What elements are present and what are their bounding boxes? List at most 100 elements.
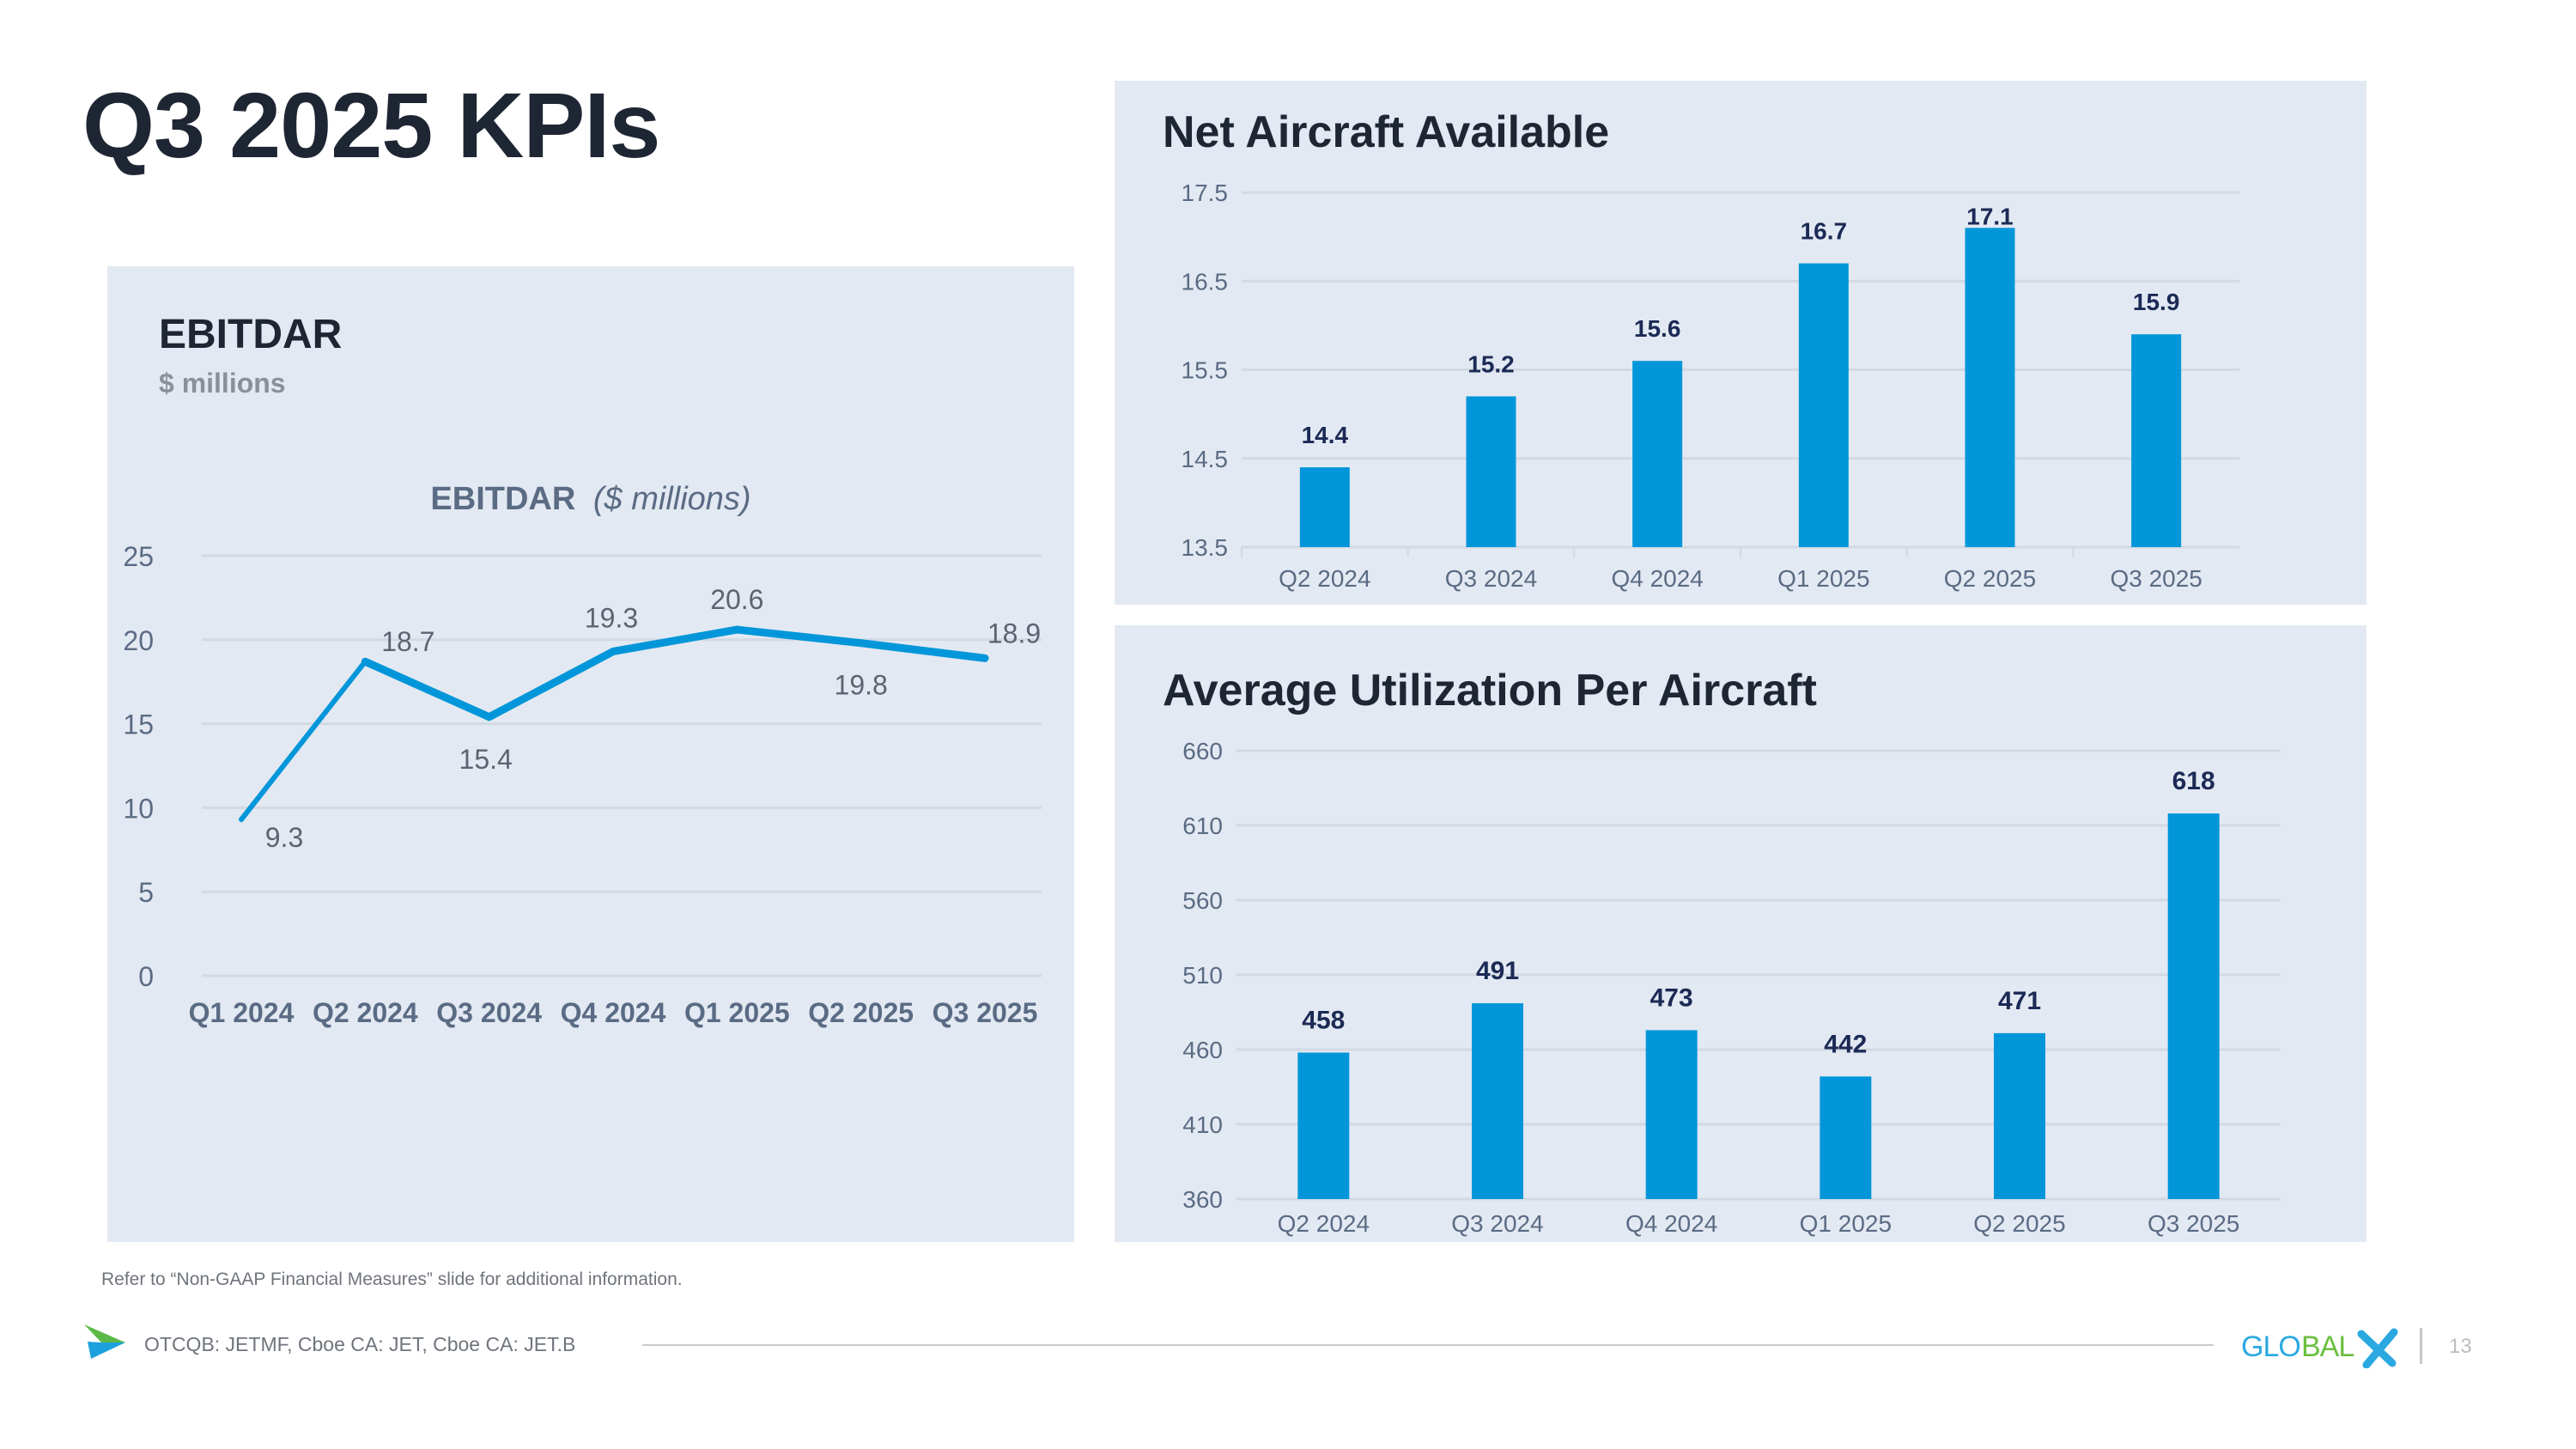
ebitdar-data-point: [612, 650, 614, 653]
globalx-logo-bal: BAL: [2301, 1330, 2354, 1363]
util-x-tick-label: Q1 2025: [1800, 1210, 1892, 1237]
ebitdar-x-tick-label: Q2 2025: [808, 997, 914, 1028]
util-bar: [1645, 1030, 1698, 1199]
company-arrow-logo-icon: [84, 1324, 125, 1359]
util-y-tick-label: 560: [1182, 887, 1223, 914]
ebitdar-data-point: [984, 657, 986, 660]
net-y-tick-label: 14.5: [1182, 446, 1229, 472]
net-x-tick-label: Q3 2024: [1445, 565, 1537, 592]
page-number: 13: [2449, 1335, 2472, 1358]
net-bar-value-label: 16.7: [1801, 218, 1848, 245]
util-y-tick-label: 660: [1182, 738, 1223, 764]
ebitdar-panel-subtitle: $ millions: [159, 368, 286, 399]
util-bar-value-label: 618: [2172, 767, 2215, 795]
ebitdar-data-point: [860, 642, 862, 644]
ebitdar-data-label: 18.9: [987, 618, 1041, 648]
util-bar-value-label: 471: [1998, 987, 2041, 1015]
utilization-bar-chart: 360 410 460 510 560 610 660 Q2 2024 Q3 2024 Q4 20…: [1182, 738, 2281, 1237]
net-bar-value-label: 15.6: [1634, 315, 1681, 342]
ebitdar-data-point: [364, 661, 367, 663]
ebitdar-line-segment: [485, 647, 617, 721]
ebitdar-y-tick-label: 5: [138, 877, 154, 908]
page-title: Q3 2025 KPIs: [82, 73, 660, 177]
net-aircraft-panel-title: Net Aircraft Available: [1163, 107, 1610, 157]
page-number-separator: [2420, 1328, 2422, 1364]
net-x-tick-label: Q4 2024: [1611, 565, 1703, 592]
net-bar-value-label: 17.1: [1966, 203, 2014, 229]
util-bar-value-label: 473: [1650, 983, 1693, 1012]
util-bar-value-label: 491: [1476, 957, 1519, 985]
net-x-tick-label: Q1 2025: [1777, 565, 1869, 592]
utilization-panel-title: Average Utilization Per Aircraft: [1163, 666, 1817, 715]
net-bar: [1632, 361, 1683, 547]
ebitdar-y-tick-label: 15: [123, 709, 154, 740]
globalx-logo-x-icon: [2357, 1328, 2398, 1368]
util-bar-value-label: 458: [1302, 1006, 1345, 1034]
net-x-tick-label: Q3 2025: [2110, 565, 2202, 592]
ebitdar-x-tick-label: Q1 2024: [189, 997, 295, 1028]
ebitdar-chart-title: EBITDAR ($ millions): [430, 481, 750, 517]
net-x-tick-label: Q2 2025: [1944, 565, 2036, 592]
net-y-tick-label: 15.5: [1182, 357, 1229, 384]
util-x-tick-label: Q2 2024: [1278, 1210, 1370, 1237]
net-bar: [1466, 396, 1516, 547]
net-aircraft-bar-chart: 13.5 14.5 15.5 16.5 17.5 Q2 2024 Q3 2024 Q4 202…: [1182, 180, 2239, 592]
ebitdar-chart-title-suffix: ($ millions): [593, 481, 751, 517]
ebitdar-line-segment: [361, 657, 494, 721]
ebitdar-data-point: [736, 629, 738, 631]
util-x-tick-label: Q4 2024: [1625, 1210, 1717, 1237]
util-bar: [2167, 813, 2220, 1199]
ebitdar-x-tick-label: Q2 2024: [313, 997, 418, 1028]
ebitdar-line-segment: [239, 659, 368, 823]
util-x-tick-label: Q2 2025: [1973, 1210, 2065, 1237]
globalx-logo-glo: GLO: [2241, 1330, 2300, 1363]
ebitdar-data-label: 9.3: [265, 822, 303, 853]
net-bar: [1965, 228, 2015, 547]
ebitdar-data-label: 19.3: [585, 602, 638, 633]
ebitdar-line-chart: EBITDAR ($ millions) 0 5 10 15 20 25 Q1 2024 Q…: [123, 481, 1042, 1028]
globalx-logo: GLO BAL: [2241, 1328, 2398, 1368]
util-y-tick-label: 510: [1182, 962, 1223, 989]
net-bar: [1798, 263, 1849, 547]
ebitdar-chart-title-main: EBITDAR: [430, 481, 575, 517]
ebitdar-line-segment: [732, 625, 866, 648]
ebitdar-y-tick-label: 20: [123, 625, 154, 656]
net-y-tick-label: 13.5: [1182, 534, 1229, 561]
util-bar: [1820, 1076, 1872, 1199]
ebitdar-data-label: 15.4: [459, 744, 513, 775]
net-bar-value-label: 15.2: [1467, 350, 1515, 377]
net-x-tick-label: Q2 2024: [1279, 565, 1370, 592]
ebitdar-data-point: [240, 819, 242, 821]
ebitdar-line-segment: [857, 639, 989, 662]
ebitdar-data-label: 20.6: [710, 584, 763, 615]
ticker-symbols: OTCQB: JETMF, Cboe CA: JET, Cboe CA: JET…: [144, 1333, 576, 1355]
footer-divider: [642, 1344, 2214, 1346]
net-bar: [2131, 334, 2182, 547]
util-y-tick-label: 610: [1182, 813, 1223, 839]
ebitdar-panel: EBITDAR $ millions EBITDAR ($ millions) …: [107, 266, 1074, 1242]
ebitdar-y-tick-label: 10: [123, 793, 154, 824]
ebitdar-line-segment: [609, 625, 741, 655]
net-y-tick-label: 17.5: [1182, 180, 1229, 206]
net-bar-value-label: 15.9: [2133, 289, 2180, 315]
net-bar: [1299, 467, 1350, 547]
ebitdar-y-tick-label: 25: [123, 541, 154, 572]
util-y-tick-label: 460: [1182, 1037, 1223, 1063]
utilization-panel: Average Utilization Per Aircraft 360 410 4…: [1115, 625, 2366, 1242]
util-y-tick-label: 410: [1182, 1111, 1223, 1138]
util-bar: [1297, 1052, 1350, 1199]
ebitdar-x-tick-label: Q1 2025: [684, 997, 790, 1028]
ebitdar-data-label: 19.8: [835, 670, 888, 701]
footnote: Refer to “Non-GAAP Financial Measures” s…: [101, 1269, 683, 1289]
util-x-tick-label: Q3 2024: [1451, 1210, 1543, 1237]
util-x-tick-label: Q3 2025: [2148, 1210, 2239, 1237]
ebitdar-x-tick-label: Q4 2024: [561, 997, 666, 1028]
ebitdar-data-point: [488, 715, 490, 718]
util-bar: [1994, 1032, 2045, 1199]
ebitdar-x-tick-label: Q3 2024: [436, 997, 542, 1028]
util-bar-value-label: 442: [1824, 1030, 1867, 1058]
util-y-tick-label: 360: [1182, 1186, 1223, 1213]
net-y-tick-label: 16.5: [1182, 268, 1229, 295]
net-aircraft-panel: Net Aircraft Available 13.5 14.5 15.5 16.5 1…: [1115, 81, 2366, 605]
net-bar-value-label: 14.4: [1302, 422, 1349, 448]
